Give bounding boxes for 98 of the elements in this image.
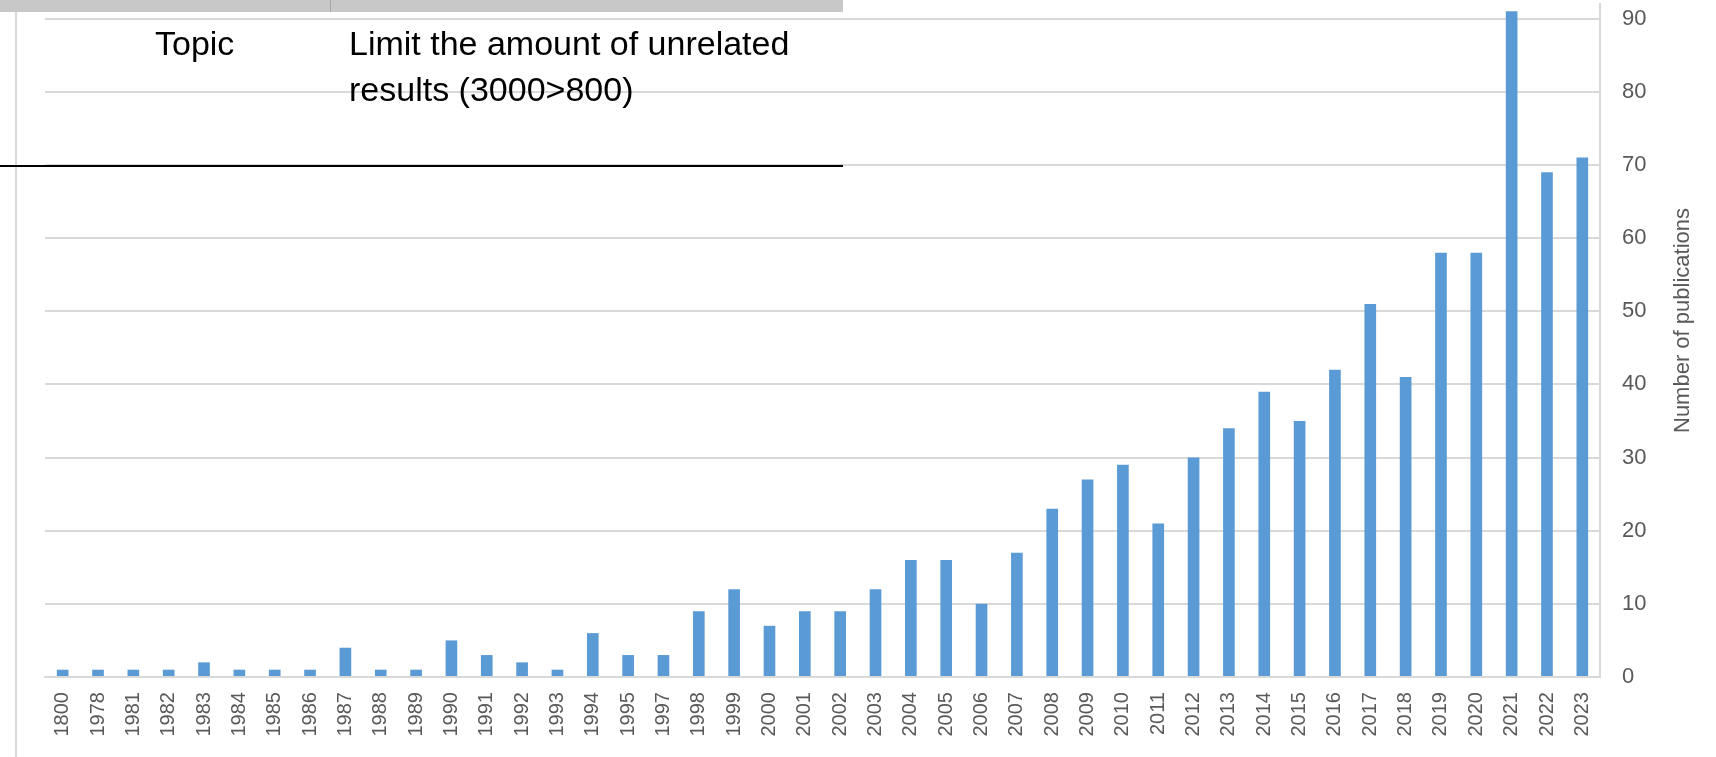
x-tick-label: 1988 <box>368 692 391 737</box>
bar <box>728 589 740 676</box>
x-tick-label: 2010 <box>1110 692 1133 737</box>
x-tick-label: 1987 <box>332 692 355 737</box>
bar <box>586 633 599 676</box>
x-tick-label: 2023 <box>1569 692 1592 737</box>
x-tick-label: 1986 <box>297 692 320 737</box>
x-tick-label: 2011 <box>1145 692 1168 736</box>
x-tick-label: 2001 <box>792 692 815 737</box>
bar <box>869 589 882 676</box>
y-tick-label: 0 <box>1622 663 1635 689</box>
x-tick-label: 2020 <box>1463 692 1486 737</box>
bar <box>1117 464 1129 676</box>
x-tick-label: 1997 <box>650 692 673 737</box>
bar <box>480 655 493 676</box>
bar <box>410 669 422 676</box>
x-tick-label: 1983 <box>191 692 214 737</box>
bar <box>692 611 705 676</box>
x-tick-label: 1991 <box>474 692 497 737</box>
bar <box>1470 252 1483 676</box>
bar <box>339 647 352 676</box>
bar <box>92 669 104 676</box>
y-tick-label: 20 <box>1622 516 1647 542</box>
bar <box>1329 369 1341 676</box>
x-tick-label: 2002 <box>827 692 850 737</box>
x-tick-label: 2008 <box>1039 692 1062 737</box>
x-tick-label: 1982 <box>156 692 179 737</box>
bar <box>1081 479 1094 676</box>
bar <box>657 655 670 676</box>
bar <box>1399 377 1412 676</box>
y-tick-label: 90 <box>1622 4 1647 30</box>
x-tick-label: 2013 <box>1216 692 1239 737</box>
x-tick-label: 2015 <box>1287 692 1310 737</box>
bar <box>1541 172 1553 676</box>
x-tick-label: 1989 <box>403 692 426 737</box>
bar <box>1187 457 1200 676</box>
bar <box>1011 552 1023 676</box>
x-tick-label: 1998 <box>686 692 709 737</box>
x-tick-label: 1994 <box>580 692 603 737</box>
y-tick-label: 50 <box>1622 297 1647 323</box>
bar <box>56 669 69 676</box>
bar <box>1258 391 1271 676</box>
x-tick-label: 2014 <box>1251 692 1274 737</box>
annotation: Topic <box>155 23 236 64</box>
bar <box>304 669 316 676</box>
x-tick-label: 1995 <box>615 692 638 737</box>
x-tick-label: 1990 <box>438 692 461 737</box>
x-tick-label: 2017 <box>1357 692 1380 737</box>
bar <box>516 662 528 676</box>
x-tick-label: 2005 <box>933 692 956 737</box>
y-tick-label: 10 <box>1622 589 1647 615</box>
y-axis-title: Number of publications <box>1669 207 1695 434</box>
x-tick-label: 1985 <box>262 692 285 737</box>
x-tick-label: 2012 <box>1181 692 1204 737</box>
bar <box>799 611 811 676</box>
bar <box>1576 157 1589 676</box>
bar <box>905 559 917 676</box>
bar <box>1223 428 1235 676</box>
x-tick-label: 2007 <box>1004 692 1027 737</box>
bar <box>374 669 387 676</box>
x-tick-label: 1999 <box>721 692 744 737</box>
bar <box>975 603 988 676</box>
x-tick-label: 1984 <box>226 692 249 737</box>
x-tick-label: 1992 <box>509 692 532 737</box>
bar <box>834 611 846 676</box>
y-tick-label: 60 <box>1622 224 1647 250</box>
x-tick-label: 2016 <box>1322 692 1345 737</box>
bar <box>763 625 776 676</box>
bar <box>198 662 210 676</box>
bar <box>1505 11 1518 676</box>
bar <box>1046 508 1059 676</box>
bar <box>1293 420 1306 676</box>
y-tick-label: 40 <box>1622 370 1647 396</box>
bar <box>268 669 281 676</box>
bar <box>1435 252 1447 676</box>
bar <box>622 655 634 676</box>
x-tick-label: 2006 <box>969 692 992 737</box>
bar <box>445 640 458 676</box>
bar <box>1152 523 1165 676</box>
y-tick-label: 80 <box>1622 77 1647 103</box>
annotation: Limit the amount of unrelated results (3000>800) <box>349 23 791 110</box>
x-tick-label: 2021 <box>1499 692 1522 737</box>
x-tick-label: 1978 <box>85 692 108 737</box>
bar <box>940 559 953 676</box>
bar <box>162 669 175 676</box>
x-tick-label: 2009 <box>1075 692 1098 737</box>
x-tick-label: 2004 <box>898 692 921 737</box>
x-tick-label: 1981 <box>120 692 143 737</box>
x-tick-label: 2003 <box>863 692 886 737</box>
x-tick-label: 2022 <box>1534 692 1557 737</box>
x-tick-label: 2019 <box>1428 692 1451 737</box>
x-tick-label: 1800 <box>50 692 73 737</box>
bar <box>1364 303 1377 676</box>
x-tick-label: 1993 <box>544 692 567 737</box>
x-tick-label: 2018 <box>1393 692 1416 737</box>
x-tick-label: 2000 <box>757 692 779 737</box>
y-tick-label: 70 <box>1622 151 1647 176</box>
y-tick-label: 30 <box>1622 443 1647 469</box>
